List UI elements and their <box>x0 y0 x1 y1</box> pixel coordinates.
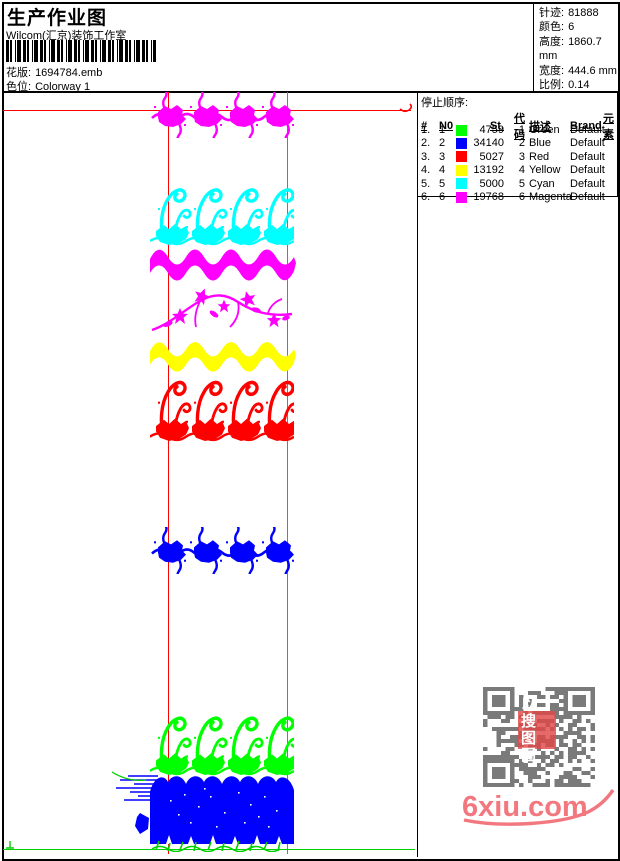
color-count: 颜色: 6 <box>539 21 575 34</box>
page-title: 生产作业图 <box>7 8 108 29</box>
search-by-image-stamp: 以搜 图图 <box>518 696 556 764</box>
header-separator <box>2 91 618 93</box>
band-red-seahorse <box>150 374 294 442</box>
table-row: 3. 3 5027 3 Red Default <box>421 150 605 163</box>
origin-mark <box>6 841 14 849</box>
band-magenta-wave <box>150 243 296 283</box>
col-code: 代码 <box>514 113 525 141</box>
stitch-count: 针迹: 81888 <box>539 7 599 19</box>
table-row: 1. 1 4759 1 Green Default <box>421 124 605 137</box>
color-swatch <box>456 191 467 203</box>
design-scale: 比例: 0.14 <box>539 79 590 92</box>
stop-table-title: 停止顺序: <box>421 97 469 109</box>
band-cyan-seahorse <box>150 182 294 246</box>
stop-table-header: # N0 St. 代码 描述 Brand 元素 <box>421 110 617 141</box>
band-magenta-vine <box>150 92 294 138</box>
content-divider <box>417 91 418 857</box>
col-needle: N0 <box>439 120 454 132</box>
table-row: 5. 5 5000 5 Cyan Default <box>421 177 605 190</box>
design-width: 宽度: 444.6 mm <box>539 64 617 77</box>
col-st: St. <box>489 120 504 132</box>
table-row: 4. 4 13192 4 Yellow Default <box>421 164 605 177</box>
band-blue-vine <box>150 527 294 574</box>
stop-sequence-table: 停止顺序: # N0 St. 代码 描述 Brand 元素 1. 1 4759 1 … <box>417 91 618 203</box>
table-row: 6. 6 19768 6 Magenta Default <box>421 191 605 204</box>
colorway-label: 色位: <box>6 81 32 93</box>
colorway-line: 色位: Colorway 1 <box>6 78 90 94</box>
col-desc: 描述 <box>529 121 551 133</box>
band-blue-dense-wave <box>150 766 294 852</box>
barcode <box>6 40 156 62</box>
color-swatch <box>456 178 467 190</box>
design-stats-box: 针迹: 81888 颜色: 6 高度: 1860.7 mm 宽度: 444.6 mm 比… <box>533 2 618 91</box>
guide-line-vertical-green <box>287 92 288 854</box>
col-element: 元素 <box>603 113 614 141</box>
colorway-value: Colorway 1 <box>35 81 91 93</box>
band-magenta-flower-vine <box>150 286 294 333</box>
design-height: 高度: 1860.7 mm <box>539 35 602 63</box>
pattern-value: 1694784.emb <box>35 67 103 79</box>
col-brand: Brand <box>570 120 602 132</box>
guide-line-end-mark <box>399 103 413 113</box>
pattern-label: 花版: <box>6 67 32 79</box>
col-num: # <box>421 120 428 132</box>
table-row: 2. 2 34140 2 Blue Default <box>421 137 605 150</box>
color-swatch <box>456 124 467 136</box>
guide-line-vertical-red <box>168 92 169 854</box>
color-swatch <box>456 137 467 149</box>
color-swatch <box>456 164 467 176</box>
band-yellow-wave <box>150 336 296 374</box>
studio-name: Wilcom(汇京)装饰工作室 <box>6 30 127 42</box>
color-swatch <box>456 151 467 163</box>
pattern-file-line: 花版: 1694784.emb <box>6 64 102 80</box>
watermark-swoosh <box>463 789 615 826</box>
